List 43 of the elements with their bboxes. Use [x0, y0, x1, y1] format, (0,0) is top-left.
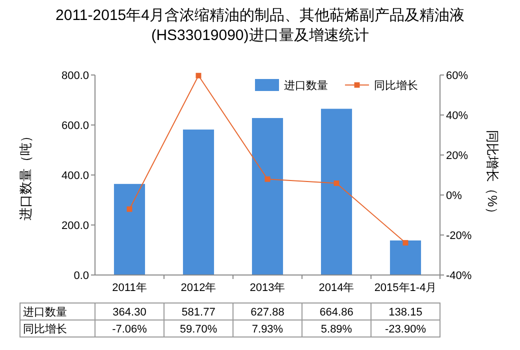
y2-tick-label: -40% [446, 270, 472, 282]
y2-tick-label: 0% [446, 190, 462, 202]
bar [390, 240, 422, 275]
point [334, 180, 340, 186]
y2-tick-label: 60% [446, 70, 468, 82]
chart-title: 2011-2015年4月含浓缩精油的制品、其他萜烯副产品及精油液(HS33019090)进口量及增速统计 [56, 7, 464, 44]
data-label: 664.86 [320, 306, 354, 318]
legend-label: 进口数量 [284, 79, 328, 92]
x-tick-label: 2011年 [112, 282, 147, 294]
y2-tick-label: 40% [446, 110, 468, 122]
y-tick-label: 600.0 [61, 120, 89, 132]
legend-label: 同比增长 [374, 79, 418, 92]
data-label: 5.89% [320, 324, 352, 336]
point [196, 72, 202, 78]
text: 同比增长 [23, 324, 67, 336]
y-tick-label: 800.0 [61, 70, 89, 82]
x-tick-label: 2015年1-4月 [374, 282, 437, 294]
x-tick-label: 2012年 [180, 282, 216, 294]
data-label: 138.15 [388, 306, 422, 318]
point [264, 176, 270, 182]
y-tick-label: 200.0 [61, 220, 89, 232]
data-label: 59.70% [180, 324, 218, 336]
x-tick-label: 2013年 [250, 282, 286, 294]
data-label: -7.06% [112, 324, 148, 336]
data-label: 581.77 [182, 306, 216, 318]
y2-tick-label: -20% [446, 230, 472, 242]
point [402, 240, 408, 246]
bar [182, 130, 214, 275]
bar [114, 184, 146, 275]
y-axis-title: 进口数量（吨） [18, 130, 33, 220]
y-tick-label: 0.0 [74, 270, 89, 282]
bar [252, 118, 284, 275]
bar [320, 108, 352, 275]
data-label: 7.93% [252, 324, 284, 336]
data-label: 627.88 [250, 306, 284, 318]
data-label: -23.90% [385, 324, 426, 336]
y-tick-label: 400.0 [61, 170, 89, 182]
y2-tick-label: 20% [446, 150, 468, 162]
x-tick-label: 2014年 [318, 282, 354, 294]
data-label: 364.30 [112, 306, 146, 318]
point [126, 206, 132, 212]
text: 进口数量 [23, 306, 67, 318]
y2-axis-title: 同比增长（%） [485, 130, 500, 220]
